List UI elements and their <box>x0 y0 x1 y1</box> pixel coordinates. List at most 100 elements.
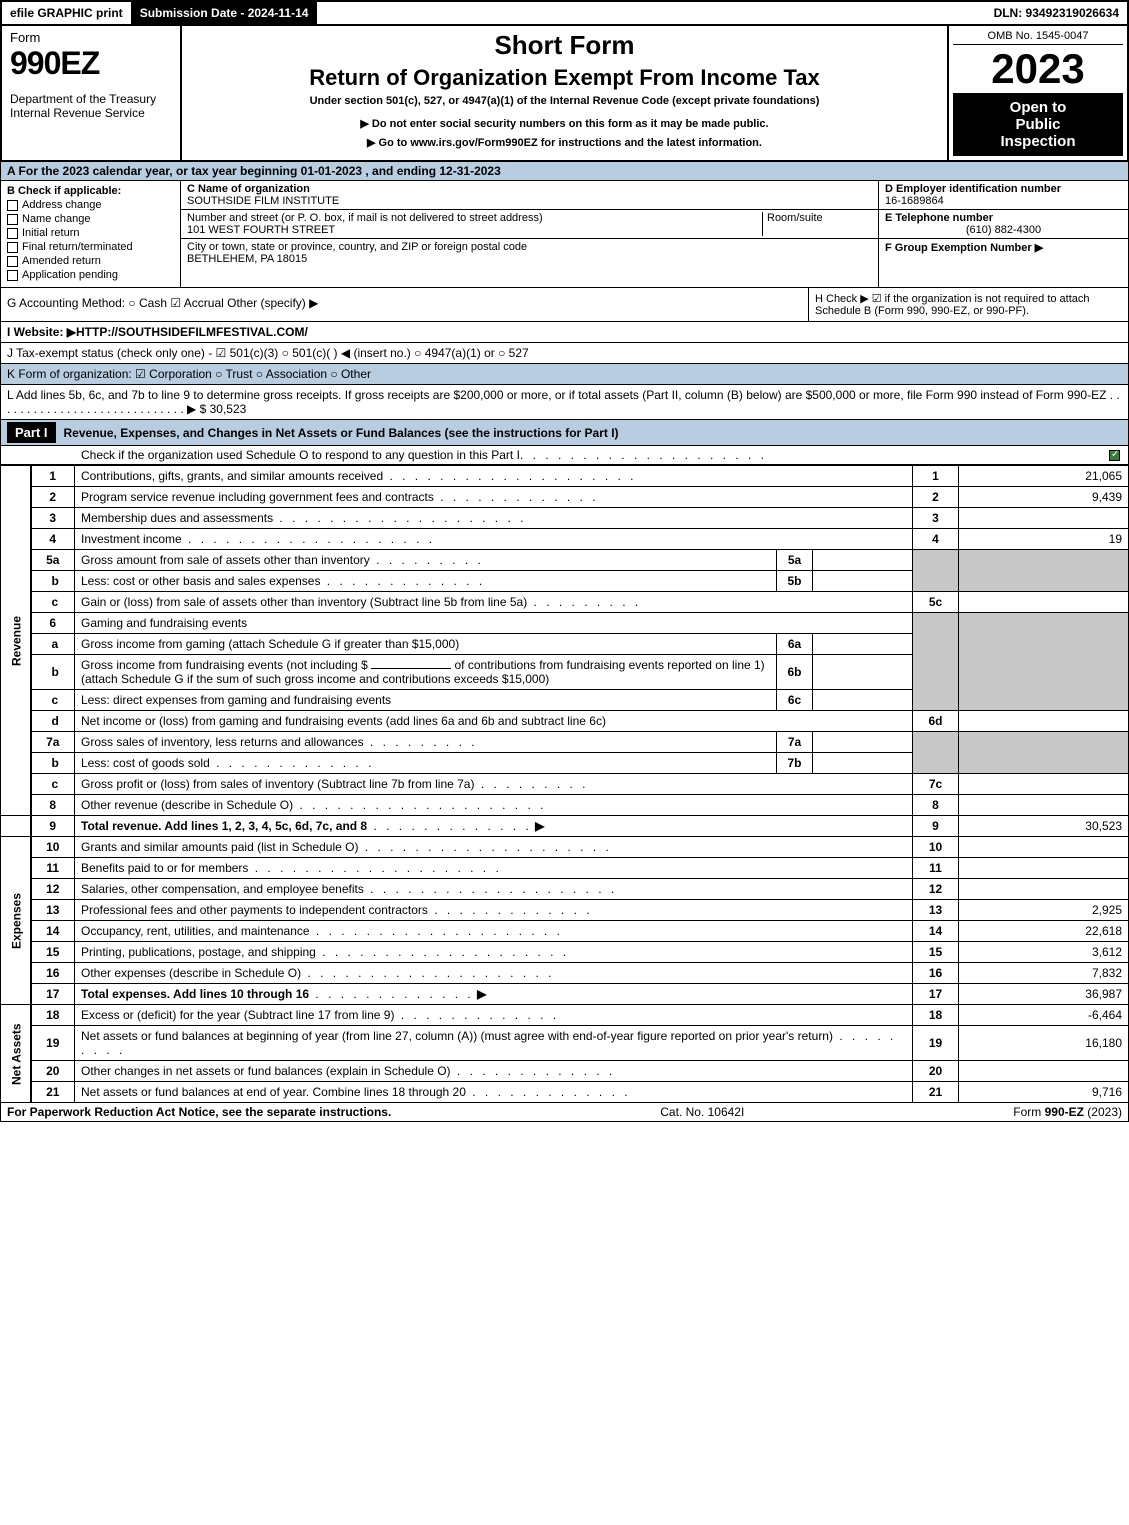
city-label: City or town, state or province, country… <box>187 241 872 253</box>
line-1-val: 21,065 <box>959 466 1129 487</box>
room-label: Room/suite <box>767 212 872 224</box>
ein-label: D Employer identification number <box>885 183 1122 195</box>
city-value: BETHLEHEM, PA 18015 <box>187 253 872 265</box>
line-7a: 7a Gross sales of inventory, less return… <box>1 732 1129 753</box>
line-5a: 5a Gross amount from sale of assets othe… <box>1 550 1129 571</box>
accounting-method: G Accounting Method: ○ Cash ☑ Accrual Ot… <box>1 288 808 321</box>
cb-amended-return[interactable]: Amended return <box>7 255 174 267</box>
section-d-e-f: D Employer identification number 16-1689… <box>878 181 1128 287</box>
website-label-value[interactable]: I Website: ▶HTTP://SOUTHSIDEFILMFESTIVAL… <box>7 325 308 339</box>
side-expenses: Expenses <box>1 837 31 1005</box>
line-18: Net Assets 18 Excess or (deficit) for th… <box>1 1005 1129 1026</box>
line-16: 16 Other expenses (describe in Schedule … <box>1 963 1129 984</box>
goto-link[interactable]: ▶ Go to www.irs.gov/Form990EZ for instru… <box>194 136 935 149</box>
ssn-warning: ▶ Do not enter social security numbers o… <box>194 117 935 130</box>
row-g-h: G Accounting Method: ○ Cash ☑ Accrual Ot… <box>0 288 1129 322</box>
cb-final-return[interactable]: Final return/terminated <box>7 241 174 253</box>
lines-table: Revenue 1 Contributions, gifts, grants, … <box>0 465 1129 1103</box>
line-11-val <box>959 858 1129 879</box>
part-1-title: Revenue, Expenses, and Changes in Net As… <box>64 426 619 440</box>
cb-initial-return[interactable]: Initial return <box>7 227 174 239</box>
line-14: 14 Occupancy, rent, utilities, and maint… <box>1 921 1129 942</box>
line-11: 11 Benefits paid to or for members 11 <box>1 858 1129 879</box>
cb-name-change[interactable]: Name change <box>7 213 174 225</box>
form-of-org-row: K Form of organization: ☑ Corporation ○ … <box>0 364 1129 385</box>
gross-receipts-row: L Add lines 5b, 6c, and 7b to line 9 to … <box>0 385 1129 420</box>
dln: DLN: 93492319026634 <box>986 2 1127 24</box>
org-name: SOUTHSIDE FILM INSTITUTE <box>187 195 872 207</box>
section-a-calendar: A For the 2023 calendar year, or tax yea… <box>0 162 1129 181</box>
line-13-val: 2,925 <box>959 900 1129 921</box>
cb-address-change[interactable]: Address change <box>7 199 174 211</box>
section-h: H Check ▶ ☑ if the organization is not r… <box>808 288 1128 321</box>
line-19: 19 Net assets or fund balances at beginn… <box>1 1026 1129 1061</box>
part-1-label: Part I <box>7 422 56 443</box>
line-3: 3 Membership dues and assessments 3 <box>1 508 1129 529</box>
form-number: 990EZ <box>10 45 172 82</box>
line-15-val: 3,612 <box>959 942 1129 963</box>
side-revenue: Revenue <box>1 466 31 816</box>
line-8: 8 Other revenue (describe in Schedule O)… <box>1 795 1129 816</box>
line-7c-val <box>959 774 1129 795</box>
line-6: 6 Gaming and fundraising events <box>1 613 1129 634</box>
submission-date: Submission Date - 2024-11-14 <box>132 2 318 24</box>
line-7c: c Gross profit or (loss) from sales of i… <box>1 774 1129 795</box>
line-12-val <box>959 879 1129 900</box>
line-1: Revenue 1 Contributions, gifts, grants, … <box>1 466 1129 487</box>
line-10: Expenses 10 Grants and similar amounts p… <box>1 837 1129 858</box>
tel-label: E Telephone number <box>885 212 1122 224</box>
line-20-val <box>959 1061 1129 1082</box>
side-net-assets: Net Assets <box>1 1005 31 1103</box>
line-14-val: 22,618 <box>959 921 1129 942</box>
part-1-sub-row: Check if the organization used Schedule … <box>0 446 1129 465</box>
short-form-title: Short Form <box>194 30 935 61</box>
line-21: 21 Net assets or fund balances at end of… <box>1 1082 1129 1103</box>
line-10-val <box>959 837 1129 858</box>
group-exemption-label: F Group Exemption Number ▶ <box>885 241 1122 254</box>
paperwork-notice: For Paperwork Reduction Act Notice, see … <box>7 1105 391 1119</box>
part-1-header-row: Part I Revenue, Expenses, and Changes in… <box>0 420 1129 446</box>
form-header: Form 990EZ Department of the Treasury In… <box>0 26 1129 162</box>
line-5c: c Gain or (loss) from sale of assets oth… <box>1 592 1129 613</box>
tel-value: (610) 882-4300 <box>885 224 1122 236</box>
website-row: I Website: ▶HTTP://SOUTHSIDEFILMFESTIVAL… <box>0 322 1129 343</box>
efile-print[interactable]: efile GRAPHIC print <box>2 2 132 24</box>
info-block: B Check if applicable: Address change Na… <box>0 181 1129 288</box>
top-bar: efile GRAPHIC print Submission Date - 20… <box>0 0 1129 26</box>
line-17-val: 36,987 <box>959 984 1129 1005</box>
page-footer: For Paperwork Reduction Act Notice, see … <box>0 1103 1129 1122</box>
section-c: C Name of organization SOUTHSIDE FILM IN… <box>181 181 878 287</box>
omb-number: OMB No. 1545-0047 <box>953 30 1123 45</box>
section-b: B Check if applicable: Address change Na… <box>1 181 181 287</box>
schedule-o-checkbox[interactable] <box>1109 450 1120 461</box>
form-ref: Form 990-EZ (2023) <box>1013 1105 1122 1119</box>
line-4: 4 Investment income 4 19 <box>1 529 1129 550</box>
line-9: 9 Total revenue. Add lines 1, 2, 3, 4, 5… <box>1 816 1129 837</box>
form-id-block: Form 990EZ Department of the Treasury In… <box>2 26 182 160</box>
line-3-val <box>959 508 1129 529</box>
street-label: Number and street (or P. O. box, if mail… <box>187 212 762 224</box>
line-2-val: 9,439 <box>959 487 1129 508</box>
line-19-val: 16,180 <box>959 1026 1129 1061</box>
tax-year: 2023 <box>953 45 1123 93</box>
form-title-block: Short Form Return of Organization Exempt… <box>182 26 947 160</box>
line-6d-val <box>959 711 1129 732</box>
line-6d: d Net income or (loss) from gaming and f… <box>1 711 1129 732</box>
line-18-val: -6,464 <box>959 1005 1129 1026</box>
open-to-public: Open to Public Inspection <box>953 93 1123 156</box>
return-title: Return of Organization Exempt From Incom… <box>194 65 935 91</box>
line-13: 13 Professional fees and other payments … <box>1 900 1129 921</box>
line-9-val: 30,523 <box>959 816 1129 837</box>
line-12: 12 Salaries, other compensation, and emp… <box>1 879 1129 900</box>
line-5c-val <box>959 592 1129 613</box>
dept-label: Department of the Treasury Internal Reve… <box>10 92 172 120</box>
part-1-sub: Check if the organization used Schedule … <box>81 448 520 462</box>
line-15: 15 Printing, publications, postage, and … <box>1 942 1129 963</box>
under-section: Under section 501(c), 527, or 4947(a)(1)… <box>194 95 935 107</box>
line-16-val: 7,832 <box>959 963 1129 984</box>
year-block: OMB No. 1545-0047 2023 Open to Public In… <box>947 26 1127 160</box>
tax-exempt-row: J Tax-exempt status (check only one) - ☑… <box>0 343 1129 364</box>
street-value: 101 WEST FOURTH STREET <box>187 224 762 236</box>
cat-no: Cat. No. 10642I <box>660 1105 744 1119</box>
cb-application-pending[interactable]: Application pending <box>7 269 174 281</box>
